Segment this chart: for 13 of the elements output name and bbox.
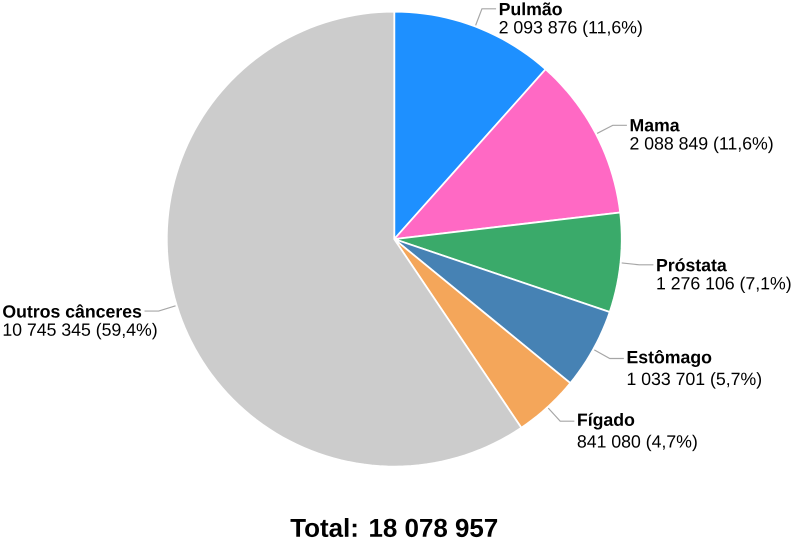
- data-label: 10 745 345 (59,4%): [4, 322, 157, 340]
- slice-label: Mama: [630, 119, 680, 132]
- data-label: 2 088 849 (11,6%): [630, 136, 773, 154]
- slice-label: Fígado: [578, 412, 634, 430]
- data-label: 841 080 (4,7%): [578, 434, 697, 452]
- slice-label: Próstata: [657, 258, 727, 272]
- data-label: 2 093 876 (11,6%): [500, 20, 642, 38]
- slice-label: Estômago: [628, 350, 712, 367]
- text: Total: 18 078 957: [290, 518, 498, 538]
- slice-label: Pulmão: [500, 2, 562, 16]
- data-label: 1 276 106 (7,1%): [657, 276, 791, 294]
- data-label: 1 033 701 (5,7%): [628, 372, 761, 389]
- slice-label: Outros cânceres: [3, 304, 142, 318]
